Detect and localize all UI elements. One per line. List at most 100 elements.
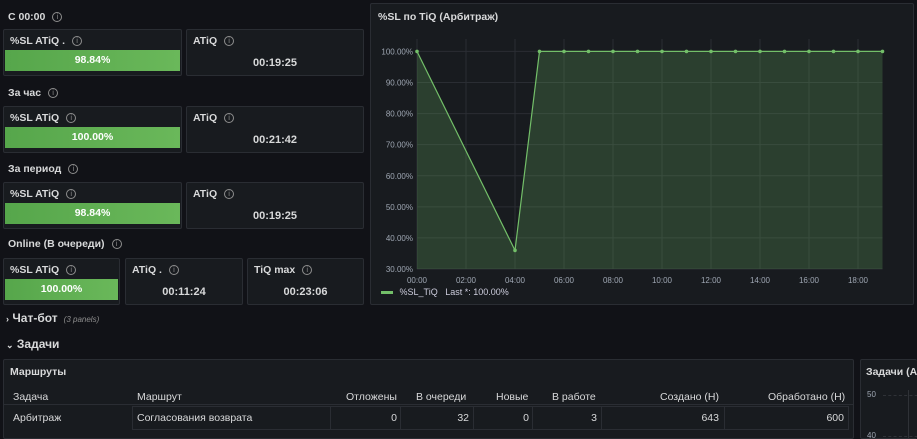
stat-value: 00:19:25 — [252, 57, 298, 69]
info-icon[interactable]: i — [68, 164, 79, 175]
data-point — [733, 49, 738, 54]
atiq-panel-1[interactable]: ATiQ i 00:19:25 — [186, 29, 364, 76]
cell-processed: 600 — [826, 412, 844, 424]
info-icon[interactable]: i — [168, 265, 179, 276]
sl-atiq-panel-3[interactable]: %SL ATiQ i 98.84% — [3, 182, 182, 229]
info-icon[interactable]: i — [224, 113, 235, 124]
side-vgridline — [908, 390, 909, 438]
x-tick-label: 14:00 — [750, 276, 771, 285]
stat-value: 00:11:24 — [162, 286, 206, 298]
data-point — [831, 49, 836, 54]
chart-panel-title: %SL по TiQ (Арбитраж) — [378, 11, 499, 23]
cell-deferred: 0 — [391, 412, 397, 424]
info-icon[interactable]: i — [66, 113, 77, 124]
info-icon[interactable]: i — [224, 36, 235, 47]
panel-title: ATiQ i — [193, 35, 235, 47]
stat-value: 00:23:06 — [283, 286, 328, 298]
cell-in-progress-box — [532, 406, 602, 430]
cell-created-box — [601, 406, 725, 430]
column-header-new[interactable]: Новые — [496, 391, 529, 403]
data-point — [660, 49, 664, 54]
sl-tiq-chart: 30.00% 40.00% 50.00% 60.00% 70.00% 80.00% 90.0… — [381, 39, 885, 285]
x-tick-label: 06:00 — [554, 276, 575, 285]
tasks-side-panel[interactable]: Задачи (Ар 50 40 — [860, 359, 917, 439]
info-icon[interactable]: i — [66, 265, 77, 276]
data-point — [782, 49, 787, 54]
x-tick-label: 10:00 — [652, 276, 673, 285]
series-area — [417, 51, 883, 270]
sl-gauge-bar: 98.84% — [5, 50, 180, 71]
info-icon[interactable]: i — [302, 265, 313, 276]
column-header-processed[interactable]: Обработано (Н) — [768, 391, 846, 403]
panel-title: ATiQ i — [193, 112, 235, 124]
data-point — [415, 49, 419, 54]
legend-last-value: Last *: 100.00% — [445, 287, 509, 297]
panel-title: ATiQ .i — [132, 264, 179, 276]
y-tick-label: 40.00% — [386, 234, 413, 243]
column-header-task[interactable]: Задача — [13, 391, 49, 403]
atiq-panel-2[interactable]: ATiQ i 00:21:42 — [186, 106, 364, 153]
sl-atiq-panel-2[interactable]: %SL ATiQ i 100.00% — [3, 106, 182, 153]
y-tick-label: 80.00% — [386, 110, 413, 119]
section-title-per-period: За период i — [8, 163, 79, 175]
data-point — [562, 49, 566, 54]
x-tick-label: 02:00 — [456, 276, 477, 285]
info-icon[interactable]: i — [66, 189, 77, 200]
y-tick-label: 90.00% — [386, 79, 413, 88]
info-icon[interactable]: i — [111, 239, 122, 250]
data-point — [856, 49, 860, 54]
data-point — [758, 49, 762, 54]
sl-tiq-chart-panel[interactable]: %SL по TiQ (Арбитраж) 30.00% 40.00% 50.00%… — [370, 3, 914, 305]
data-point — [586, 49, 591, 54]
section-title-per-hour: За час i — [8, 87, 59, 99]
y-tick-label: 60.00% — [386, 172, 413, 181]
data-point — [537, 49, 542, 54]
cell-in-queue: 32 — [457, 412, 469, 424]
side-y-tick: 40 — [867, 431, 876, 439]
panel-title: %SL ATiQ .i — [10, 35, 83, 47]
row-tasks[interactable]: ⌄ Задачи — [6, 337, 60, 351]
chevron-down-icon: ⌄ — [6, 340, 14, 350]
column-header-in-queue[interactable]: В очереди — [416, 391, 467, 403]
cell-in-progress: 3 — [591, 412, 597, 424]
table-header-divider — [4, 404, 853, 405]
info-icon[interactable]: i — [72, 36, 83, 47]
panel-title: TiQ max i — [254, 264, 313, 276]
legend-swatch — [381, 291, 393, 295]
data-point — [684, 49, 689, 54]
sl-atiq-panel-4[interactable]: %SL ATiQ i 100.00% — [3, 258, 120, 305]
side-gridline — [883, 395, 917, 396]
atiq-panel-3[interactable]: ATiQ i 00:19:25 — [186, 182, 364, 229]
info-icon[interactable]: i — [224, 189, 235, 200]
tiq-max-panel[interactable]: TiQ max i 00:23:06 — [247, 258, 364, 305]
column-header-created[interactable]: Создано (Н) — [660, 391, 719, 403]
sl-gauge-bar: 100.00% — [5, 279, 118, 300]
cell-new: 0 — [523, 412, 529, 424]
row-panel-count: (3 panels) — [63, 315, 100, 324]
row-chatbot[interactable]: › Чат-бот (3 panels) — [6, 311, 100, 325]
data-point — [807, 49, 811, 54]
info-icon[interactable]: i — [52, 12, 63, 23]
side-y-tick: 50 — [867, 390, 876, 399]
data-point — [513, 248, 517, 253]
panel-title: %SL ATiQ i — [10, 112, 77, 124]
y-tick-label: 70.00% — [386, 141, 413, 150]
cell-new-box — [473, 406, 533, 430]
info-icon[interactable]: i — [48, 88, 59, 99]
column-header-in-progress[interactable]: В работе — [552, 391, 596, 403]
sl-atiq-panel-1[interactable]: %SL ATiQ .i 98.84% — [3, 29, 182, 76]
column-header-deferred[interactable]: Отложены — [346, 391, 397, 403]
stat-value: 00:21:42 — [252, 134, 298, 146]
cell-created: 643 — [701, 412, 719, 424]
data-point — [709, 49, 713, 54]
chart-legend[interactable]: %SL_TiQ Last *: 100.00% — [381, 287, 509, 297]
x-tick-label: 12:00 — [701, 276, 722, 285]
x-tick-label: 16:00 — [799, 276, 820, 285]
data-point — [611, 49, 615, 54]
y-tick-label: 50.00% — [386, 203, 413, 212]
table-panel-title: Маршруты — [10, 366, 67, 378]
cell-in-queue-box — [400, 406, 474, 430]
x-tick-label: 08:00 — [603, 276, 624, 285]
atiq-panel-4[interactable]: ATiQ .i 00:11:24 — [125, 258, 243, 305]
column-header-route[interactable]: Маршрут — [137, 391, 182, 403]
